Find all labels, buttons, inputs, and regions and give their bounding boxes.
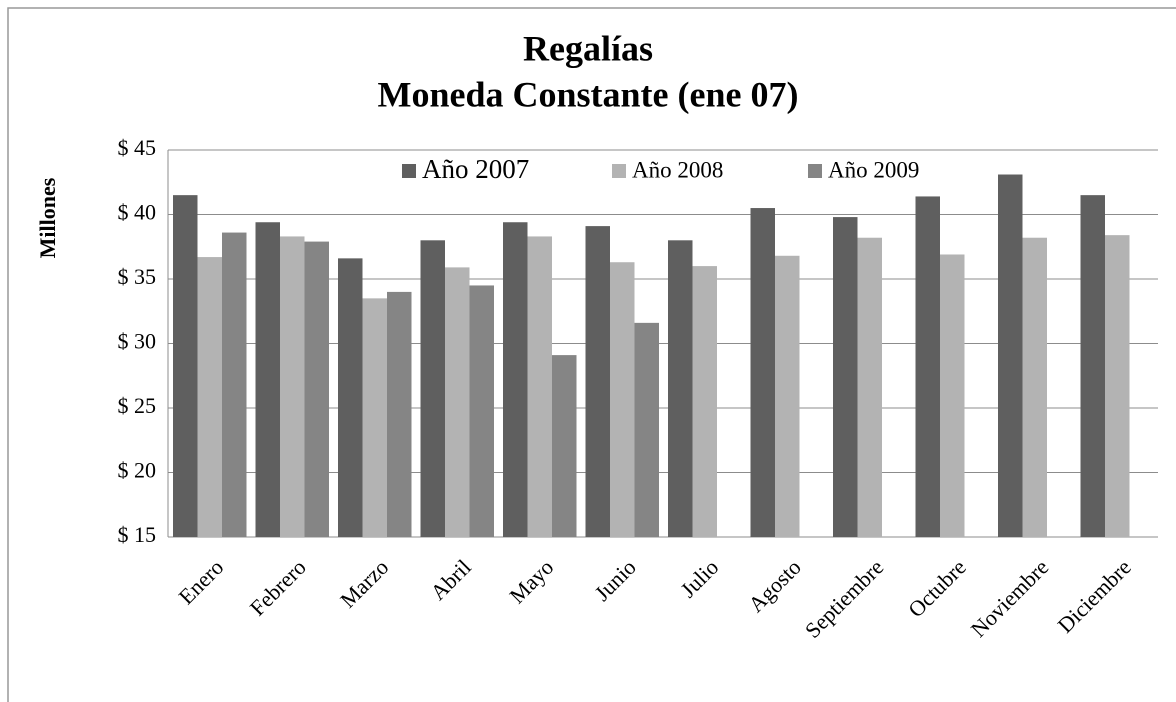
- x-tick-label: Enero: [174, 554, 229, 609]
- x-tick-label: Noviembre: [966, 554, 1054, 642]
- bar: [338, 258, 363, 537]
- bar: [197, 257, 222, 537]
- y-tick-label: $ 25: [118, 393, 157, 418]
- y-tick-label: $ 30: [118, 329, 157, 354]
- bar: [833, 217, 858, 537]
- y-tick-label: $ 40: [118, 200, 157, 225]
- x-tick-label: Julio: [675, 554, 723, 602]
- bar: [552, 355, 577, 537]
- bar: [362, 298, 387, 537]
- bar: [469, 285, 494, 537]
- bar: [304, 241, 329, 537]
- legend-label: Año 2008: [632, 157, 723, 182]
- bar: [775, 255, 800, 537]
- x-tick-label: Marzo: [335, 554, 393, 612]
- bar: [1022, 237, 1047, 537]
- bar: [585, 226, 610, 538]
- chart-frame: [7, 7, 1176, 702]
- bar: [634, 322, 659, 537]
- bar: [915, 196, 940, 537]
- x-tick-label: Septiembre: [800, 554, 889, 643]
- x-tick-label: Junio: [589, 554, 640, 605]
- bar: [387, 291, 412, 537]
- chart-title: Moneda Constante (ene 07): [378, 74, 799, 114]
- bar: [998, 174, 1023, 537]
- legend-label: Año 2009: [828, 157, 919, 182]
- x-tick-label: Diciembre: [1053, 554, 1136, 637]
- bar: [445, 267, 470, 537]
- legend-swatch: [808, 164, 822, 178]
- y-tick-label: $ 20: [118, 458, 157, 483]
- bar: [255, 222, 280, 538]
- chart-title: Regalías: [523, 28, 653, 68]
- legend-swatch: [402, 164, 416, 178]
- y-tick-label: $ 35: [118, 264, 157, 289]
- bar: [940, 254, 965, 538]
- bar: [222, 232, 247, 537]
- bar: [750, 208, 775, 538]
- x-tick-label: Octubre: [903, 554, 971, 622]
- bar: [857, 237, 882, 537]
- y-tick-label: $ 15: [118, 522, 157, 547]
- legend-swatch: [612, 164, 626, 178]
- bar: [173, 195, 198, 537]
- bar: [503, 222, 528, 538]
- x-tick-label: Febrero: [245, 554, 311, 620]
- bar: [527, 236, 552, 537]
- legend-label: Año 2007: [422, 154, 529, 184]
- y-axis-label: Millones: [35, 177, 60, 258]
- bar: [668, 240, 693, 538]
- y-tick-label: $ 45: [118, 135, 157, 160]
- bar: [420, 240, 445, 538]
- bar: [280, 236, 305, 537]
- x-tick-label: Mayo: [504, 554, 558, 608]
- x-tick-label: Agosto: [743, 554, 806, 617]
- bar: [1080, 195, 1105, 537]
- bar: [1105, 235, 1130, 537]
- x-tick-label: Abril: [425, 554, 476, 605]
- bar: [610, 262, 635, 537]
- bar: [692, 266, 717, 537]
